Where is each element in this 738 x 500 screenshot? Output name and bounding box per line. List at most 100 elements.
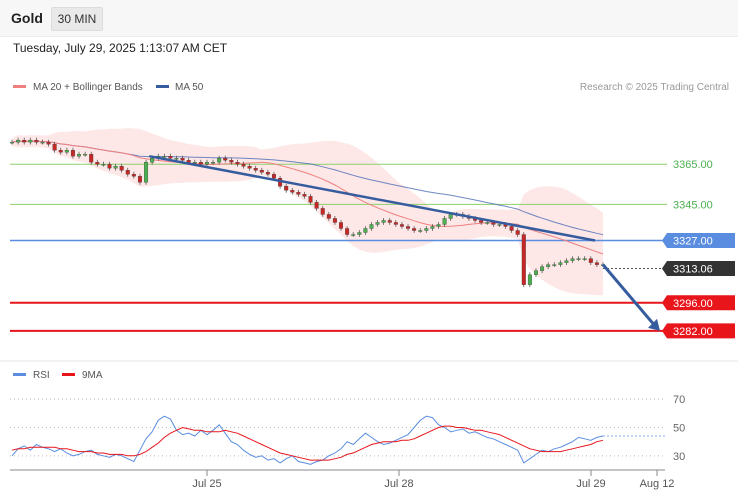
candle-body [339, 222, 343, 229]
candle-body [497, 224, 502, 226]
trendline [149, 154, 596, 242]
rsi-tick-label: 70 [673, 394, 685, 406]
candle-body [22, 139, 27, 143]
candle-body [314, 202, 319, 209]
candle-body [211, 162, 216, 164]
x-tick-label: Aug 12 [640, 478, 675, 490]
candle-body [369, 224, 374, 229]
candle-body [284, 186, 289, 191]
candle-body [412, 228, 417, 231]
candle-body [351, 234, 356, 236]
support-level-tag [662, 323, 735, 339]
candle-body [217, 158, 222, 163]
pivot-level-label: 3327.00 [673, 236, 713, 248]
x-tick-label: Jul 25 [192, 478, 221, 490]
candle-body [442, 218, 447, 225]
candle-body [564, 260, 569, 263]
candle-body [119, 166, 124, 171]
pivot-level-tag [662, 233, 735, 249]
candle-body [534, 270, 538, 275]
candle-body [485, 222, 490, 224]
support-level-label: 3282.00 [673, 326, 713, 338]
candle-body [345, 228, 350, 235]
candle-body [424, 228, 429, 231]
candle-body [521, 234, 526, 285]
candle-body [436, 224, 441, 227]
candle-body [296, 192, 301, 195]
last-level-label: 3313.06 [673, 264, 713, 276]
candle-body [204, 162, 209, 165]
candle-body [320, 208, 325, 215]
candle-body [95, 162, 100, 165]
candle-body [302, 194, 307, 197]
candle-body [479, 220, 484, 223]
support-level-label: 3296.00 [673, 298, 713, 310]
candle-body [241, 164, 246, 167]
candle-body [430, 226, 435, 229]
candle-body [223, 158, 228, 161]
candle-body [174, 158, 179, 160]
candle-body [588, 258, 593, 263]
candle-body [399, 224, 404, 227]
rsi-ma-legend-label: 9MA [82, 370, 103, 381]
candle-body [540, 266, 545, 271]
candle-body [28, 139, 33, 143]
candle-body [16, 139, 21, 143]
chart-datetime: Tuesday, July 29, 2025 1:13:07 AM CET [13, 41, 228, 55]
candle-body [515, 230, 520, 235]
bollinger-band [12, 128, 603, 296]
ma50-legend-swatch [156, 85, 169, 88]
candle-body [265, 172, 270, 175]
candle-body [448, 214, 453, 219]
candle-body [357, 232, 362, 235]
projection-arrow-shaft [601, 263, 657, 327]
ma20-legend-label: MA 20 + Bollinger Bands [33, 82, 143, 93]
candle-body [229, 160, 234, 163]
candle-body [594, 262, 599, 265]
candle-body [259, 170, 264, 173]
projection-arrow-head [648, 318, 660, 331]
rsi-tick-label: 30 [673, 451, 685, 463]
support-level-tag [662, 295, 735, 311]
candle-body [144, 162, 149, 183]
candle-body [375, 222, 380, 225]
rsi-line [11, 415, 604, 465]
candle-body [162, 156, 167, 158]
candle-body [393, 222, 398, 225]
candle-body [198, 162, 203, 165]
candle-body [150, 158, 155, 163]
ma20-legend-swatch [13, 85, 26, 88]
candle-body [180, 158, 185, 161]
candle-body [381, 220, 386, 223]
candle-body [570, 258, 575, 261]
candle-body [70, 150, 75, 157]
candle-body [546, 264, 551, 267]
candle-body [34, 139, 39, 143]
candle-body [418, 230, 423, 232]
candle-body [46, 141, 51, 145]
candle-body [40, 141, 45, 144]
last-level-tag [662, 261, 735, 277]
candle-body [137, 176, 142, 183]
candle-body [552, 264, 557, 266]
candle-body [125, 170, 130, 175]
candle-body [253, 168, 258, 171]
candle-body [332, 218, 337, 223]
rsi-legend-swatch [13, 373, 26, 376]
timeframe-button[interactable]: 30 MIN [51, 7, 103, 31]
candle-body [131, 174, 136, 177]
resistance-level-label: 3345.00 [673, 199, 713, 211]
rsi-legend-label: RSI [33, 370, 50, 381]
candle-body [582, 258, 587, 260]
candle-body [509, 226, 514, 231]
candle-body [107, 164, 112, 169]
candle-body [235, 162, 240, 165]
candle-body [113, 166, 118, 169]
candle-body [363, 228, 368, 233]
candle-body [192, 162, 197, 164]
x-tick-label: Jul 29 [576, 478, 605, 490]
x-tick-label: Jul 28 [384, 478, 413, 490]
candle-body [52, 143, 57, 151]
candle-body [272, 174, 276, 179]
